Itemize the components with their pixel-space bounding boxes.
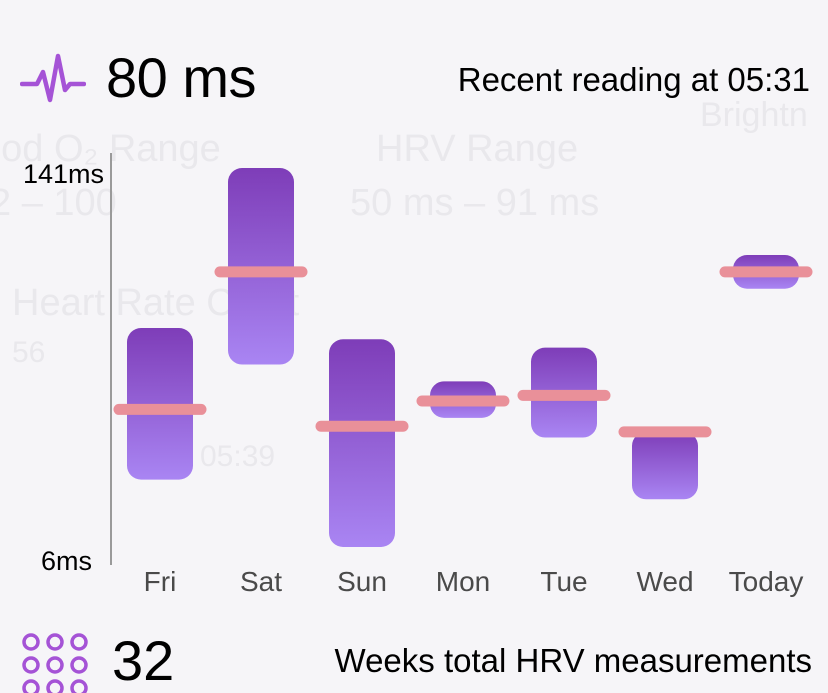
weeks-summary: 32 Weeks total HRV measurements — [0, 625, 828, 693]
hrv-value: 80 ms — [106, 46, 257, 109]
x-label-sun: Sun — [337, 566, 387, 597]
x-label-today: Today — [729, 566, 804, 597]
x-label-wed: Wed — [636, 566, 693, 597]
weeks-label: Weeks total HRV measurements — [334, 642, 812, 679]
dots-grid-icon — [22, 633, 88, 693]
y-axis-max-label: 141ms — [22, 159, 104, 189]
recent-reading: Recent reading at 05:31 — [457, 61, 810, 98]
range-bar-fri[interactable] — [127, 328, 193, 480]
hrv-range-chart: Fri Sat Sun Mon Tue Wed Today 141ms 6ms — [0, 145, 828, 610]
weeks-count: 32 — [112, 629, 175, 692]
x-label-sat: Sat — [240, 566, 282, 597]
hrv-chart-svg: Fri Sat Sun Mon Tue Wed Today — [110, 153, 813, 597]
range-bar-wed[interactable] — [632, 431, 698, 500]
y-axis-min-label: 6ms — [40, 546, 92, 576]
x-label-tue: Tue — [540, 566, 587, 597]
x-label-mon: Mon — [436, 566, 490, 597]
hrv-header: 80 ms Recent reading at 05:31 — [0, 40, 828, 120]
x-label-fri: Fri — [144, 566, 177, 597]
range-bar-sat[interactable] — [228, 168, 294, 365]
range-bar-sun[interactable] — [329, 339, 395, 547]
pulse-icon — [20, 53, 86, 103]
